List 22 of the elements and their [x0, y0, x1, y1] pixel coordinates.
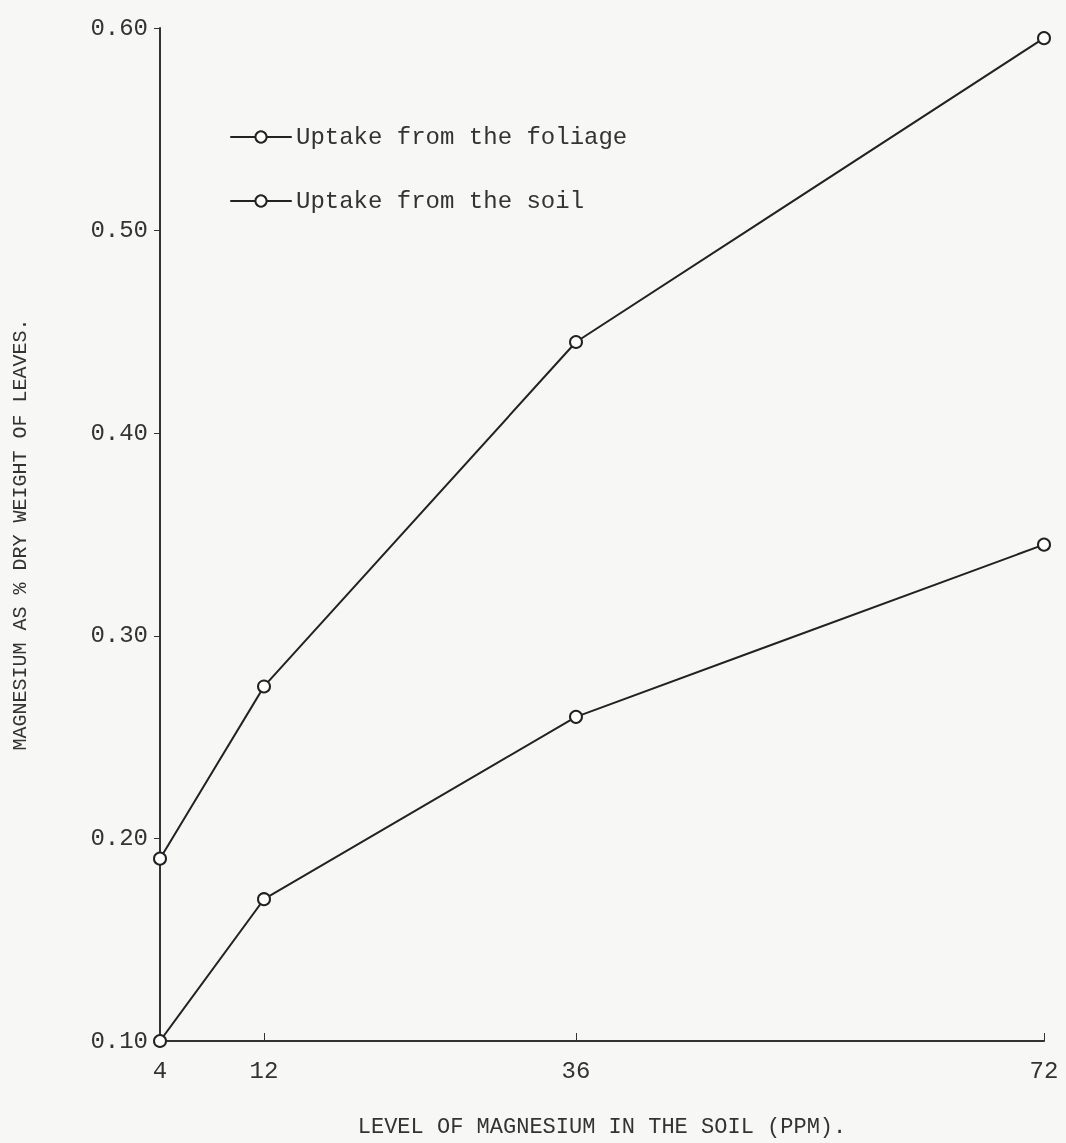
y-tick-label: 0.30 [90, 622, 148, 650]
x-tick-label: 36 [561, 1057, 591, 1085]
point [257, 892, 271, 907]
point [153, 851, 167, 866]
y-tick-label: 0.60 [90, 14, 148, 42]
x-tick-label: 4 [152, 1057, 168, 1085]
x-axis-title: LEVEL OF MAGNESIUM IN THE SOIL (PPM). [357, 1114, 847, 1140]
y-tick-label: 0.40 [90, 419, 148, 447]
point [569, 709, 583, 724]
legend-label: Uptake from the soil [296, 187, 585, 215]
x-tick-label: 12 [249, 1057, 279, 1085]
legend-label: Uptake from the foliage [296, 123, 628, 151]
point [257, 679, 271, 694]
y-tick-label: 0.50 [90, 217, 148, 245]
point [1037, 537, 1051, 552]
y-tick-label: 0.10 [90, 1027, 148, 1055]
y-axis-title: MAGNESIUM AS % DRY WEIGHT OF LEAVES. [8, 318, 32, 751]
point [153, 1034, 167, 1048]
point [1037, 31, 1051, 46]
y-tick-label: 0.20 [90, 824, 148, 852]
x-tick-label: 72 [1029, 1057, 1059, 1085]
point [569, 335, 583, 350]
